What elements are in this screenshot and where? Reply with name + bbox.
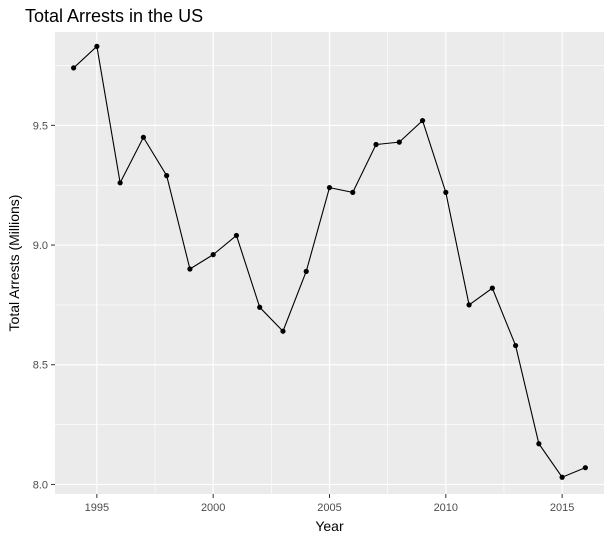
y-tick-label: 8.5 (33, 360, 48, 372)
x-axis-title: Year (315, 518, 344, 534)
data-point (280, 328, 286, 334)
x-tick-label: 1995 (85, 502, 109, 514)
data-point (140, 134, 146, 140)
data-point (187, 266, 193, 272)
series-group (71, 43, 588, 480)
data-point (443, 189, 449, 195)
data-point (559, 474, 565, 480)
y-tick-label: 8.0 (33, 479, 48, 491)
axis-ticks (51, 124, 563, 498)
data-point (94, 43, 100, 49)
x-tick-label: 2005 (317, 502, 341, 514)
y-tick-label: 9.0 (33, 240, 48, 252)
y-tick-label: 9.5 (33, 120, 48, 132)
data-point (536, 441, 542, 447)
data-point (233, 232, 240, 239)
data-point (71, 65, 77, 71)
x-tick-label: 2010 (434, 502, 458, 514)
x-tick-label: 2000 (201, 502, 225, 514)
data-point (303, 268, 309, 274)
major-gridlines (55, 32, 604, 494)
data-point (419, 117, 426, 124)
data-point (326, 184, 333, 191)
data-point (489, 285, 495, 291)
data-point (466, 302, 472, 308)
data-point (117, 180, 123, 186)
data-point (396, 139, 402, 145)
y-axis-tick-labels: 8.0 8.5 9.0 9.5 (33, 120, 48, 491)
data-point (164, 173, 170, 179)
data-point (582, 465, 588, 471)
x-tick-label: 2015 (550, 502, 574, 514)
data-point (257, 304, 263, 310)
data-point (513, 342, 519, 349)
chart-title: Total Arrests in the US (25, 6, 204, 26)
x-axis-tick-labels: 1995 2000 2005 2010 2015 (85, 502, 575, 514)
data-point (373, 141, 379, 148)
data-point (350, 189, 356, 195)
y-axis-title: Total Arrests (Millions) (6, 195, 22, 332)
data-point (210, 252, 216, 258)
